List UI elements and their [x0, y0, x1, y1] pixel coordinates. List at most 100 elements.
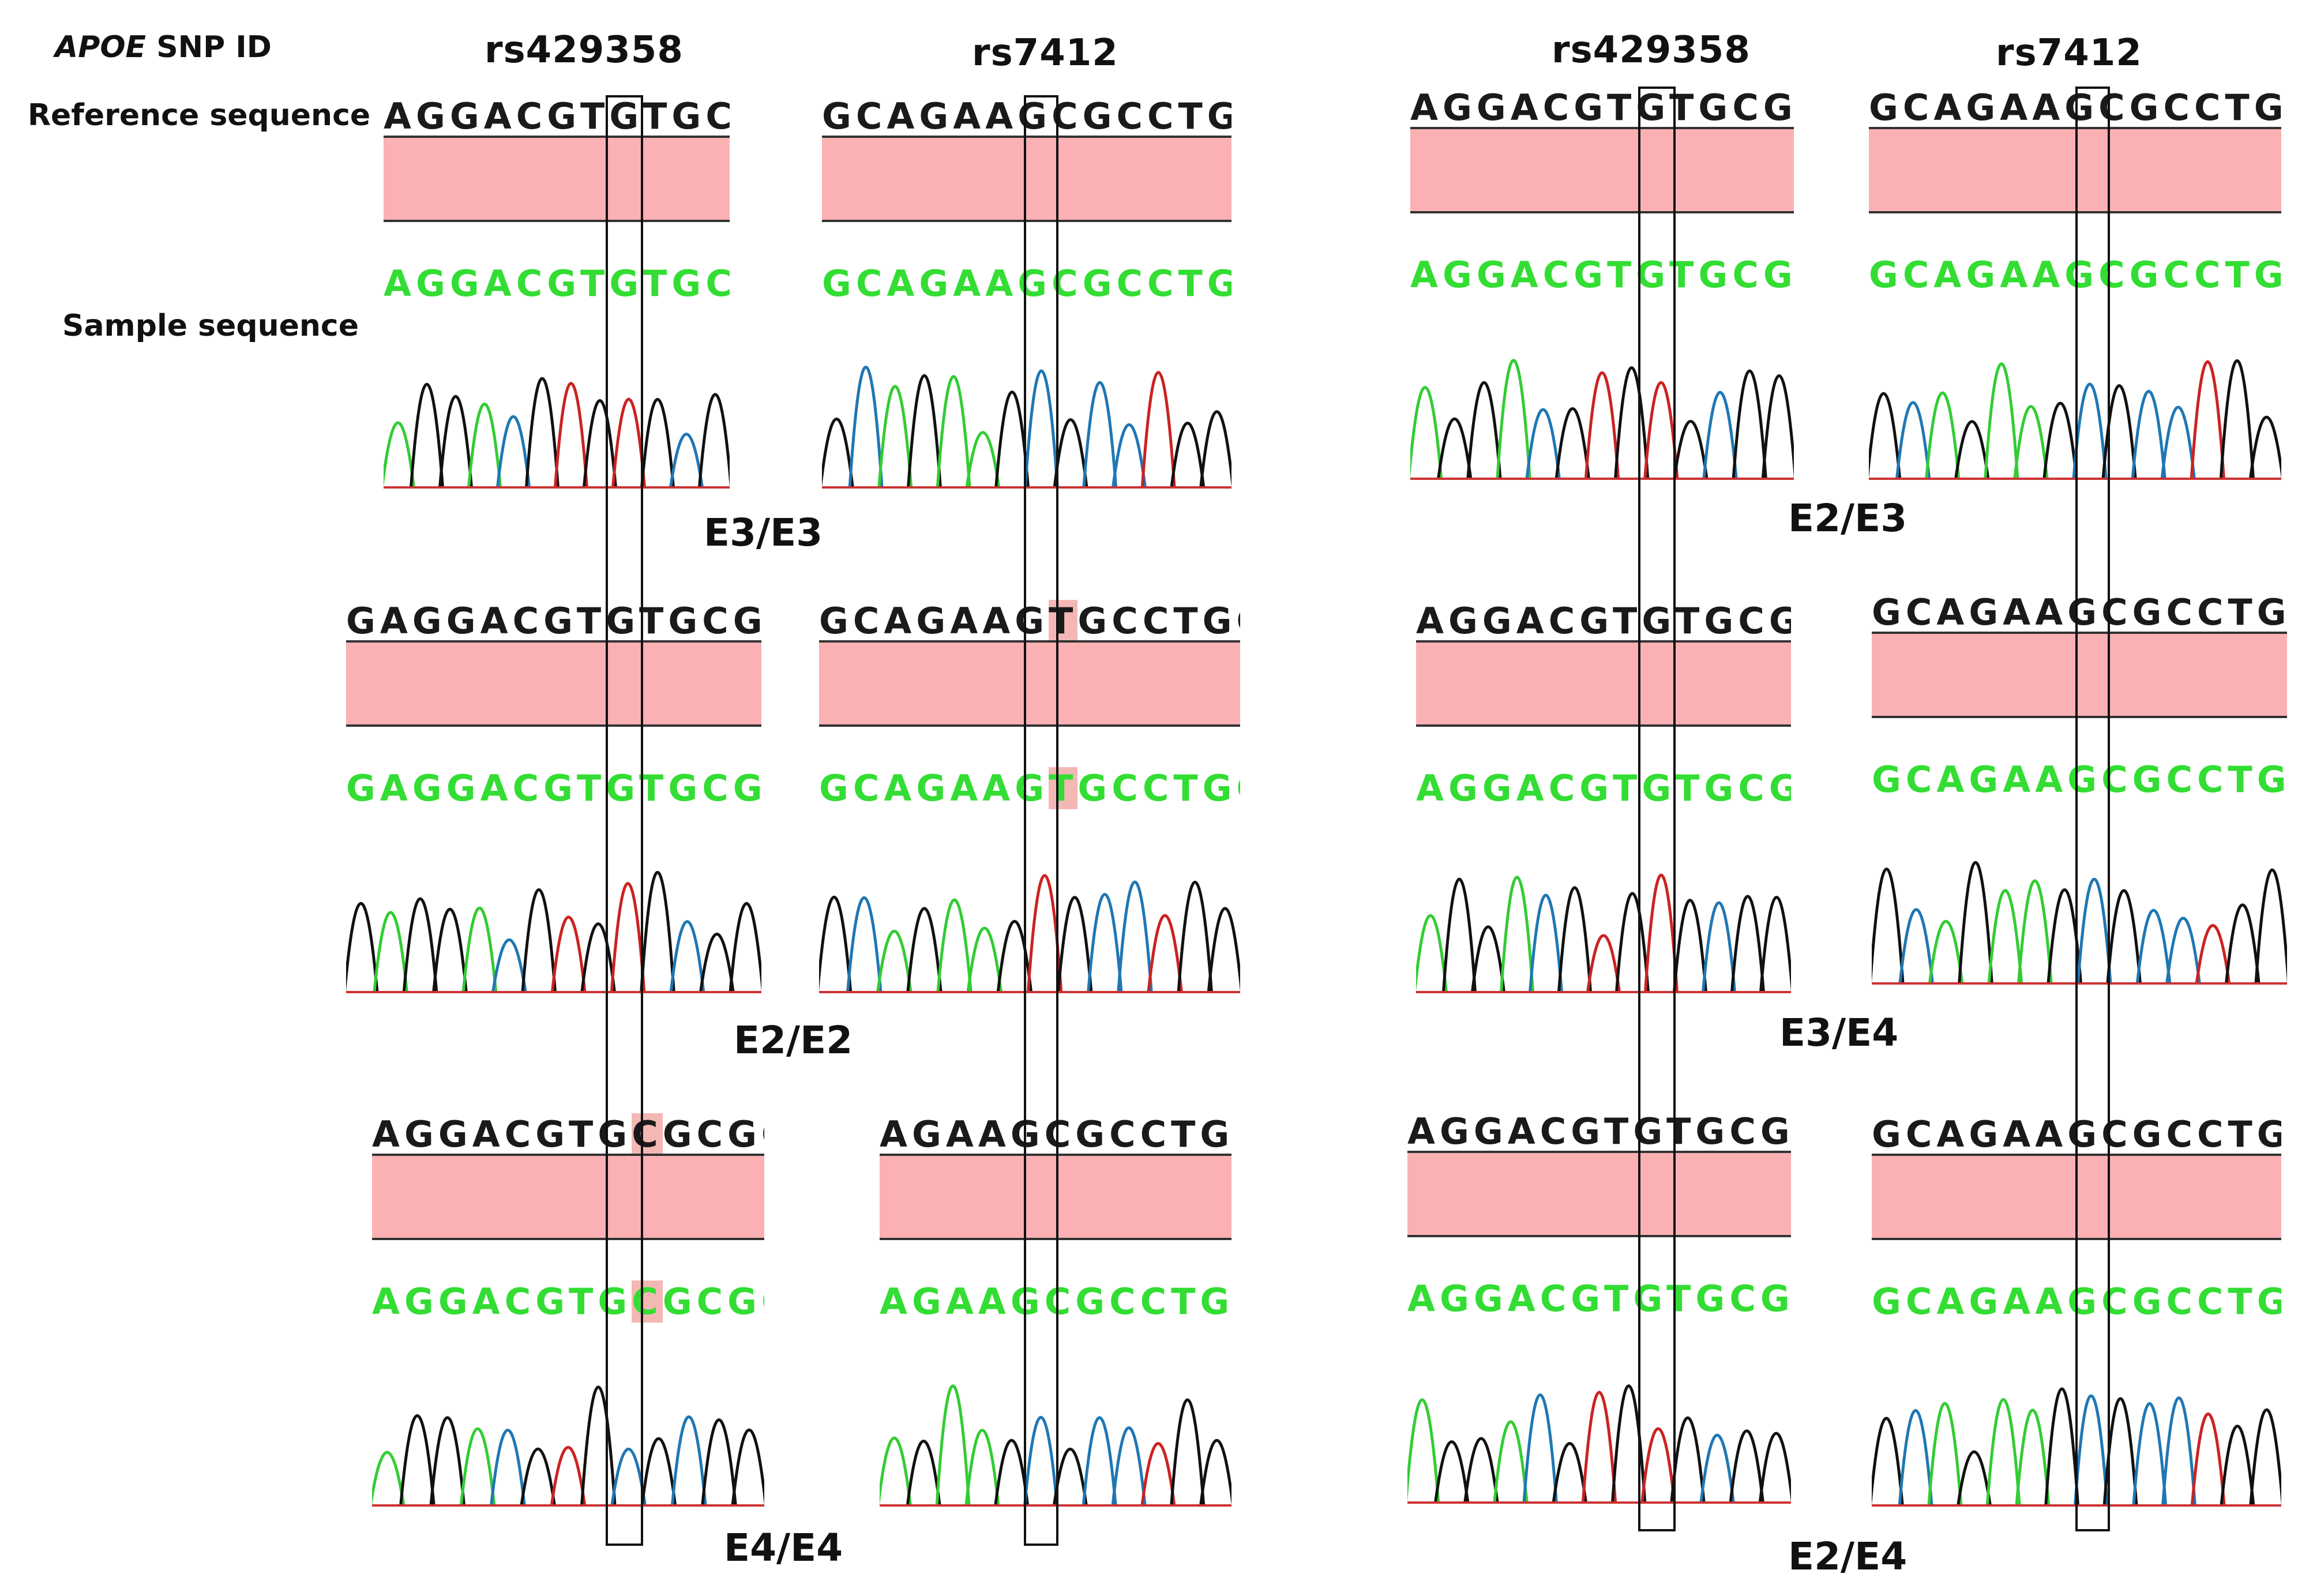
trace-peak: [1761, 374, 1794, 479]
alignment-bar: [1869, 127, 2281, 213]
trace-peak: [1581, 1391, 1617, 1503]
trace-peak: [1442, 877, 1477, 993]
trace-peak: [2225, 903, 2261, 984]
trace-peak: [1052, 1448, 1088, 1506]
trace-peak: [1928, 919, 1964, 984]
sequence-suffix: GCGG: [662, 1113, 764, 1155]
sequence-suffix: GCGG: [662, 1280, 764, 1323]
chromatogram-trace: [1407, 1384, 1791, 1504]
trace-peak: [2076, 878, 2112, 984]
trace-peak: [698, 393, 730, 488]
sample-sequence-text: AGGACGTGTGCG: [384, 262, 730, 305]
trace-peak: [701, 1418, 737, 1506]
sequence-prefix: GCAGAAG: [819, 599, 1049, 642]
trace-peak: [1496, 359, 1531, 479]
trace-peak: [2248, 415, 2281, 479]
trace-peak: [1984, 362, 2019, 479]
sequence-panel: GCAGAAGCGCCTGG GCAGAAGCGCCTGG: [1869, 81, 2281, 508]
trace-peak: [461, 907, 498, 993]
sequence-panel: AGAAGCGCCTGG AGAAGCGCCTGG: [880, 1107, 1231, 1534]
trace-peak: [1898, 908, 1934, 984]
trace-peak: [2015, 1409, 2051, 1506]
trace-peak: [580, 1385, 617, 1506]
trace-peak: [2190, 360, 2225, 479]
trace-peak: [1957, 1450, 1992, 1506]
sample-sequence-text: GCAGAAGCGCCTGG: [1869, 253, 2281, 296]
trace-peak: [1082, 1416, 1117, 1506]
sample-sequence-text: AGGACGTGTGCGG: [1410, 253, 1794, 296]
variant-base-highlight: C: [632, 1113, 663, 1155]
trace-peak: [2161, 1396, 2196, 1506]
sequence-suffix: GCCTGG: [1077, 599, 1240, 642]
alignment-bar: [1416, 640, 1791, 727]
trace-peak: [2135, 909, 2172, 984]
alignment-bar: [384, 136, 730, 222]
reference-sequence-text: AGGACGTGTGCGG: [1416, 599, 1791, 642]
trace-peak: [876, 929, 913, 993]
alignment-bar: [819, 640, 1240, 727]
reference-sequence-text: AGAAGCGCCTGG: [880, 1113, 1231, 1155]
trace-peak: [936, 375, 971, 488]
trace-peak: [384, 421, 415, 488]
trace-peak: [399, 1414, 435, 1506]
sequence-prefix: AGGACGTG: [372, 1113, 632, 1155]
trace-peak: [1869, 392, 1902, 479]
trace-peak: [1552, 1441, 1587, 1503]
trace-peak: [1640, 1427, 1676, 1503]
trace-peak: [1410, 386, 1443, 479]
trace-peak: [2073, 1394, 2109, 1506]
trace-peak: [1925, 391, 1961, 479]
trace-peak: [2101, 384, 2137, 479]
trace-peak: [2042, 401, 2078, 479]
trace-peak: [1927, 1402, 1963, 1506]
trace-peak: [1615, 892, 1650, 993]
trace-peak: [372, 1451, 405, 1506]
sequence-prefix: GCAGAAG: [819, 767, 1049, 809]
trace-peak: [1140, 371, 1176, 488]
sequence-panel: AGGACGTGTGCGG AGGACGTGTGCGG: [1416, 594, 1791, 1021]
trace-peak: [1614, 366, 1650, 479]
trace-peak: [1958, 861, 1993, 984]
genotype-label-left-3: E4/E4: [724, 1526, 843, 1570]
trace-peak: [611, 398, 646, 488]
trace-peak: [2017, 879, 2053, 984]
trace-peak: [994, 1439, 1030, 1506]
snp-header-left-rs7412: rs7412: [972, 32, 1118, 74]
trace-peak: [373, 911, 408, 993]
chromatogram-trace: [346, 870, 761, 993]
reference-sequence-text: GCAGAAGCGCCTGG: [1872, 591, 2287, 633]
chromatogram-trace: [822, 366, 1231, 489]
sample-sequence-text: AGGACGTGTGCGG: [1407, 1277, 1791, 1320]
trace-peak: [1872, 1417, 1904, 1506]
snp-position-box-left-rs7412: [1024, 95, 1058, 1546]
sample-sequence-label: Sample sequence: [62, 309, 359, 343]
trace-peak: [880, 1436, 912, 1506]
gene-label: APOE: [55, 30, 147, 65]
snp-position-box-right-rs429358: [1638, 87, 1676, 1531]
trace-peak: [410, 383, 444, 488]
trace-peak: [2106, 889, 2142, 984]
trace-peak: [1207, 907, 1240, 993]
trace-peak: [846, 896, 883, 993]
trace-peak: [1758, 1432, 1791, 1503]
reference-sequence-label: Reference sequence: [28, 98, 371, 133]
trace-peak: [1699, 1433, 1735, 1503]
trace-peak: [964, 1429, 1000, 1506]
sample-sequence-text: GCAGAAGCGCCTGG: [822, 262, 1231, 305]
trace-peak: [1112, 423, 1147, 488]
trace-peak: [1872, 868, 1905, 984]
trace-peak: [1170, 1398, 1206, 1506]
sequence-prefix: AGGACGTG: [372, 1280, 632, 1323]
snp-position-box-right-rs7412: [2075, 87, 2110, 1531]
trace-peak: [2220, 1424, 2255, 1506]
trace-peak: [432, 908, 468, 993]
trace-peak: [1057, 896, 1093, 993]
sample-sequence-text: GCAGAAGCGCCTGG: [1872, 758, 2287, 801]
reference-sequence-text: GAGGACGTGTGCGG: [346, 599, 761, 642]
chromatogram-trace: [1410, 359, 1794, 480]
trace-peak: [1170, 422, 1206, 488]
trace-peak: [490, 1428, 526, 1506]
trace-peak: [906, 1440, 941, 1506]
trace-peak: [583, 399, 617, 488]
alignment-bar: [822, 136, 1231, 222]
